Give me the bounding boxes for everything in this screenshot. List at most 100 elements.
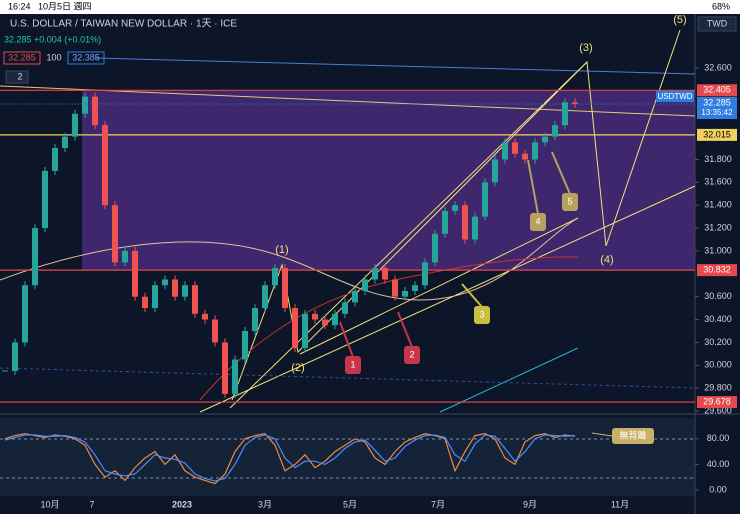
candle [132, 250, 138, 297]
channel-line [199, 185, 696, 413]
y-tick-label: 30.200 [704, 337, 732, 347]
last-box [697, 97, 737, 120]
candle [482, 182, 488, 217]
callout-label: 1 [350, 359, 355, 369]
status-battery: 68% [712, 1, 730, 11]
y-tick-label: 31.600 [704, 177, 732, 187]
range-box [82, 91, 695, 270]
symbol-title: U.S. DOLLAR / TAIWAN NEW DOLLAR · 1天 · I… [10, 19, 237, 30]
callout-pointer [397, 311, 413, 348]
callout-pointer [461, 283, 483, 308]
candle [92, 96, 98, 126]
candle [102, 125, 108, 206]
candle [252, 308, 258, 331]
level-label: 32.405 [703, 85, 731, 95]
candle [422, 262, 428, 286]
ask: 32.385 [72, 52, 100, 62]
callout-label: 5 [567, 196, 572, 206]
level-box [697, 264, 737, 277]
candle [522, 153, 528, 160]
candle [362, 279, 368, 291]
candle [62, 136, 68, 149]
candle [572, 102, 578, 105]
quote: 32.285 +0.004 (+0.01%) [4, 34, 101, 44]
candle [432, 233, 438, 263]
candle [552, 125, 558, 137]
x-tick-label: 7月 [431, 499, 445, 509]
x-tick-label: 10月 [40, 499, 59, 509]
y-tick-label: 29.600 [704, 405, 732, 415]
callout-pointer [339, 321, 354, 358]
x-tick-label: 5月 [343, 499, 357, 509]
ask-box[interactable] [67, 51, 105, 65]
candle [162, 279, 168, 286]
status-time: 16:24 [8, 1, 31, 11]
candle [112, 205, 118, 263]
y-tick-label: 31.000 [704, 245, 732, 255]
y-tick-label: 31.200 [704, 222, 732, 232]
candle [382, 268, 388, 280]
x-tick-label: 7 [89, 499, 94, 509]
currency: TWD [707, 18, 728, 28]
candle [152, 285, 158, 309]
osc-tick-label: 80.00 [707, 433, 730, 443]
trend-line [439, 347, 579, 413]
candle [462, 205, 468, 240]
y-tick-label: 30.400 [704, 314, 732, 324]
wave-label: (1) [275, 244, 288, 256]
candle [342, 302, 348, 314]
last-price: 32.285 [703, 97, 731, 107]
candle [392, 279, 398, 297]
indicator-count: 2 [17, 71, 22, 81]
candle [142, 296, 148, 309]
currency-box[interactable] [697, 16, 737, 32]
candle [322, 319, 328, 326]
x-tick-label: 11月 [611, 499, 629, 509]
level-label: 30.832 [703, 265, 731, 275]
wave-label: (3) [579, 42, 592, 54]
osc-tick-label: 0.00 [709, 484, 727, 494]
symbol: USDTWD [657, 92, 692, 101]
callout-box [404, 346, 420, 364]
candle [452, 205, 458, 211]
candle [352, 290, 358, 303]
bid: 32.285 [8, 52, 36, 62]
indicator-toggle[interactable] [5, 70, 29, 84]
candle [32, 228, 38, 286]
wave-label: (4) [600, 254, 613, 266]
oscillator-pane [0, 418, 695, 496]
candle [492, 159, 498, 183]
candle [72, 113, 78, 137]
callout-box [562, 193, 578, 211]
x-tick-label: 9月 [523, 499, 537, 509]
y-tick-label: 32.600 [704, 62, 732, 72]
candle [312, 313, 318, 320]
candle [232, 359, 238, 394]
wave-path [231, 29, 681, 401]
bid-box[interactable] [3, 51, 41, 65]
status-bar [0, 0, 740, 14]
candle [562, 102, 568, 126]
symbol-box [656, 91, 694, 103]
wave-label: (5) [673, 14, 686, 26]
note-pointer [591, 432, 613, 437]
candle [442, 210, 448, 234]
callout-box [530, 213, 546, 231]
candle [262, 285, 268, 309]
candle [402, 290, 408, 297]
candle [202, 313, 208, 320]
trend-line [94, 57, 696, 75]
wave-label: (2) [291, 362, 304, 374]
x-tick-label: 2023 [172, 499, 192, 509]
candle [172, 279, 178, 297]
level-label: 29.678 [703, 396, 731, 406]
oscillator-note: 無背離 [619, 429, 646, 440]
level-box [697, 128, 737, 141]
candle [242, 330, 248, 360]
trend-line [0, 367, 696, 389]
status-date: 10月5日 週四 [38, 1, 92, 11]
y-tick-label: 29.800 [704, 383, 732, 393]
channel-line [229, 61, 588, 409]
